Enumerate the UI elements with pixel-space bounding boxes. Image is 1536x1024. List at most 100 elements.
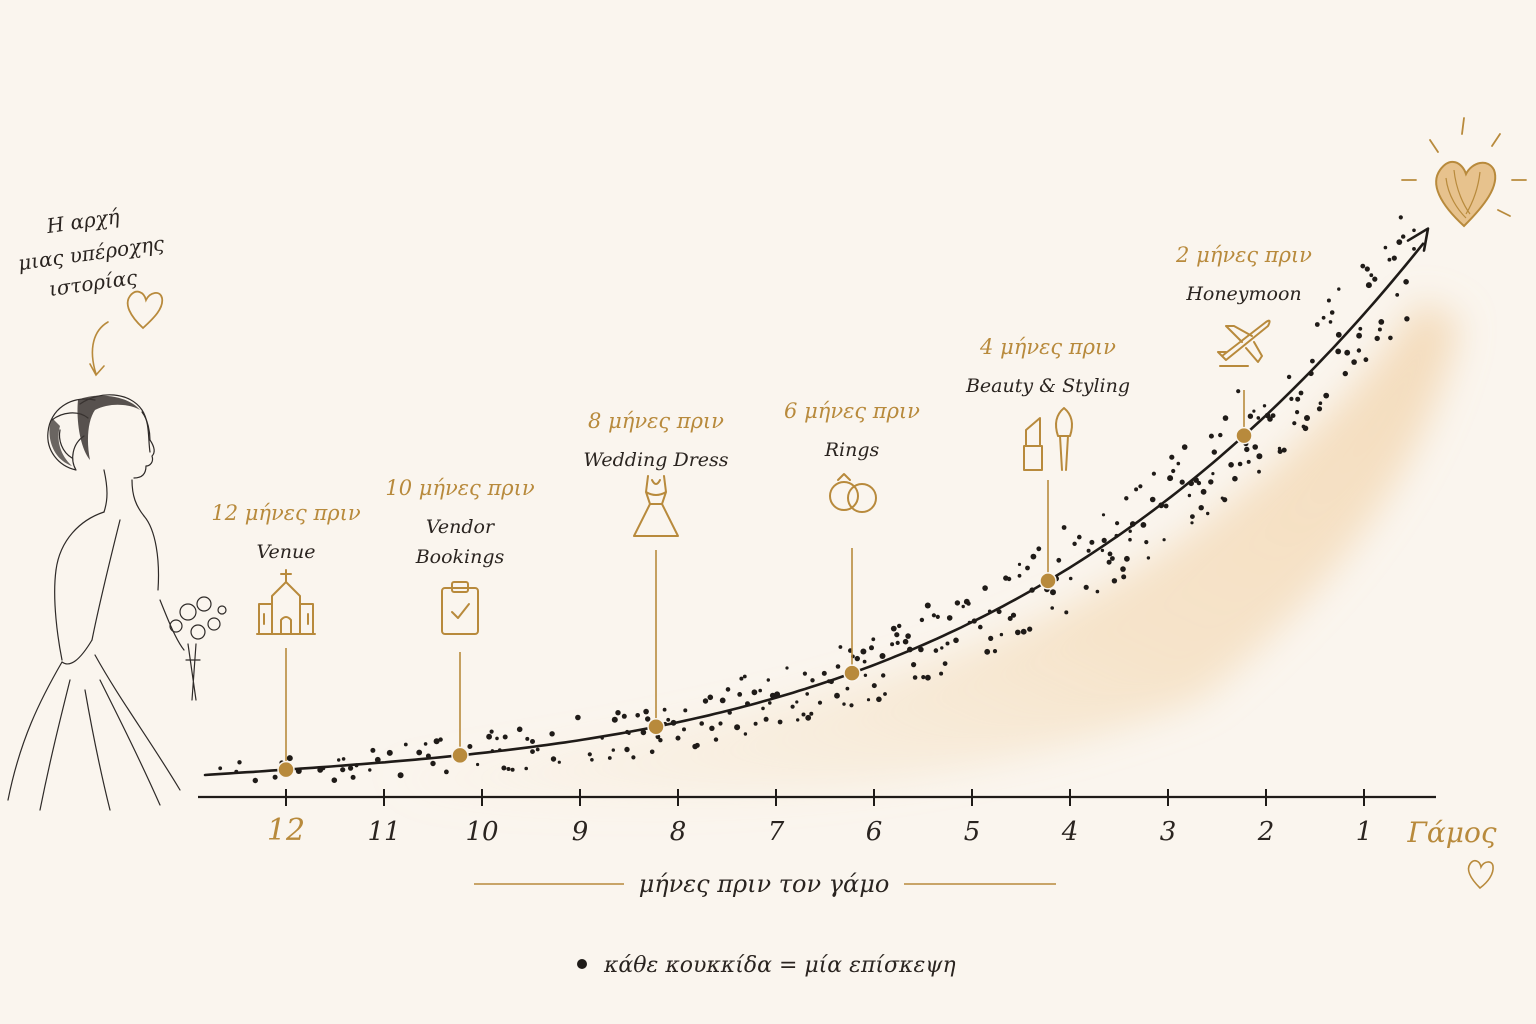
visit-dot: [758, 688, 762, 693]
visit-dot: [1208, 479, 1214, 485]
visit-dot: [1292, 421, 1297, 426]
visit-dot: [890, 642, 895, 647]
visit-dot: [902, 638, 909, 645]
visit-dot: [1365, 282, 1372, 289]
milestone-12: 12 μήνες πριν Venue: [211, 501, 361, 779]
visit-dot: [1335, 331, 1342, 338]
visit-dot: [1256, 453, 1263, 460]
visit-dot: [1369, 273, 1374, 278]
visit-dot: [1056, 557, 1062, 563]
visit-dot: [1337, 287, 1341, 291]
visit-dot: [961, 604, 965, 609]
visit-dot: [737, 692, 743, 697]
visit-dot: [286, 755, 293, 762]
visit-dot: [742, 674, 747, 679]
visit-dot: [817, 700, 823, 705]
visit-dot: [1171, 468, 1176, 474]
rings-icon: [829, 473, 877, 513]
visit-dot: [1302, 425, 1309, 432]
visit-dot: [921, 675, 926, 680]
visit-dot: [871, 683, 877, 689]
visit-dot: [624, 746, 630, 753]
visit-dot: [1388, 335, 1393, 341]
visit-dot: [1401, 234, 1406, 239]
visit-dot: [549, 731, 555, 737]
visit-dot: [933, 648, 939, 653]
visit-dot: [252, 777, 258, 784]
trend-curve: [203, 242, 1425, 777]
visit-dot: [1134, 487, 1139, 492]
visit-dot: [777, 719, 783, 725]
visit-dot: [1396, 239, 1403, 246]
visit-dot: [1176, 461, 1181, 466]
visit-dot: [1295, 396, 1301, 402]
visit-dot: [895, 640, 900, 646]
visit-dot: [1378, 319, 1385, 325]
visit-dot: [348, 765, 354, 771]
visit-dot: [1095, 589, 1100, 594]
pointer-arrow-icon: [89, 321, 109, 377]
milestone-when: 4 μήνες πριν: [979, 335, 1116, 359]
brush-icon: [1055, 407, 1073, 471]
visit-dot: [430, 760, 436, 767]
visit-dot: [801, 712, 806, 717]
visit-dot: [1281, 447, 1287, 453]
visit-dot: [763, 716, 769, 722]
visit-dot: [1252, 444, 1258, 450]
visit-dot: [1190, 521, 1194, 525]
visit-dot: [1111, 578, 1118, 584]
visit-dot: [1169, 454, 1175, 460]
visit-dot: [1218, 432, 1223, 438]
milestone-label: Wedding Dress: [583, 449, 728, 471]
visit-dot: [1314, 322, 1320, 327]
visit-dot: [978, 624, 983, 630]
visit-dot: [495, 736, 499, 741]
visit-dot: [785, 666, 789, 670]
visit-dot: [1068, 576, 1073, 581]
visit-dot: [1246, 459, 1251, 464]
visit-dot: [1061, 525, 1067, 530]
visit-dot: [611, 716, 618, 723]
visit-dot: [557, 760, 561, 764]
visit-dot: [1190, 514, 1195, 519]
x-axis: 12 11 10 9 8 7 6 5 4 3 2 1 Γάμος: [198, 789, 1497, 890]
visit-dot: [649, 749, 655, 755]
visit-dot: [1404, 316, 1410, 322]
visit-dot: [1206, 511, 1210, 516]
lipstick-icon: [1023, 417, 1043, 471]
visit-dot: [911, 662, 917, 668]
visit-dot: [988, 635, 994, 642]
visit-dot: [1149, 496, 1156, 503]
visit-dot: [1244, 446, 1250, 453]
visit-dot: [1017, 573, 1022, 578]
visit-dot: [1372, 276, 1378, 282]
x-tick-label: 2: [1257, 817, 1275, 847]
milestone-point: [277, 760, 295, 779]
visit-dot: [1208, 433, 1214, 439]
x-tick-label: 1: [1356, 817, 1373, 847]
visit-dot: [587, 752, 592, 757]
visit-dot: [953, 637, 959, 644]
visit-dot: [795, 700, 799, 704]
visit-dot: [802, 671, 808, 676]
milestone-6: 6 μήνες πριν Rings: [784, 399, 920, 682]
visit-dot: [1329, 310, 1335, 315]
visit-dot: [666, 717, 671, 722]
visit-dot: [683, 708, 688, 713]
visit-dot: [1144, 540, 1149, 545]
visit-dot: [486, 733, 492, 740]
visit-dot: [924, 602, 931, 609]
visit-dot: [694, 742, 700, 748]
visit-dot: [433, 738, 440, 745]
visit-dot: [725, 687, 731, 692]
visit-dot: [1316, 406, 1323, 412]
visit-dot: [1252, 409, 1256, 413]
x-axis-label: μήνες πριν τον γάμο: [639, 870, 890, 898]
visit-dot: [1187, 493, 1192, 498]
visit-dot: [1124, 555, 1130, 562]
visit-dot: [640, 729, 647, 736]
x-tick-label: 5: [964, 817, 981, 847]
intro-line-2: μιας υπέροχης: [17, 231, 167, 275]
visit-dot: [935, 614, 940, 620]
